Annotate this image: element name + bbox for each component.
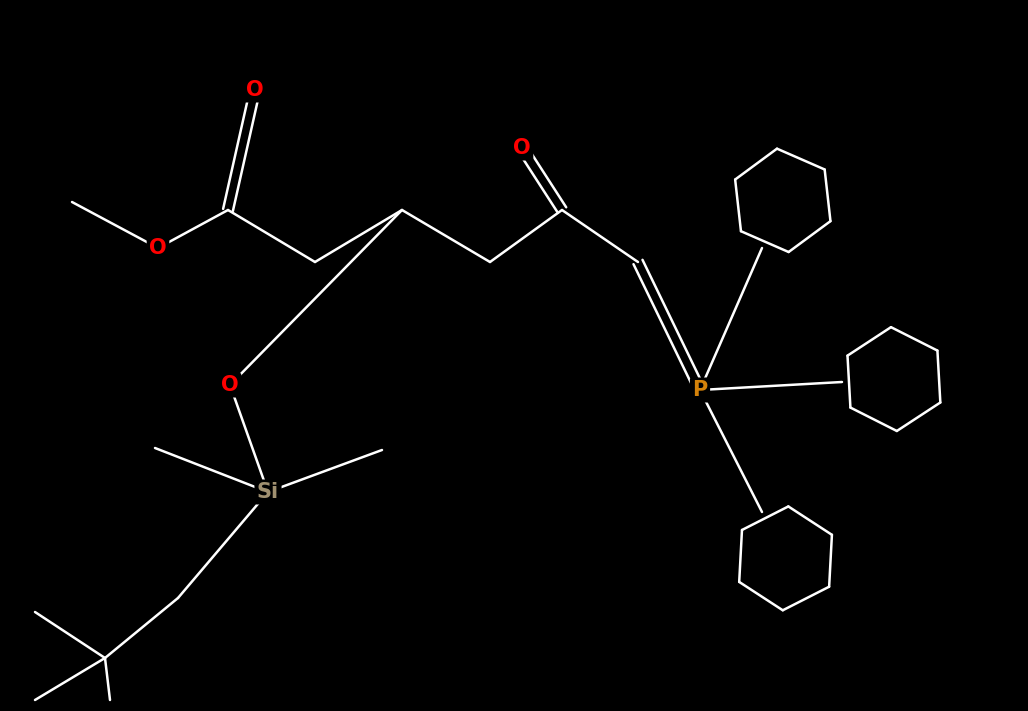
Text: O: O (221, 375, 238, 395)
Text: O: O (149, 238, 167, 258)
Text: P: P (693, 380, 707, 400)
Text: O: O (513, 138, 530, 158)
Text: O: O (246, 80, 264, 100)
Text: Si: Si (257, 482, 279, 502)
